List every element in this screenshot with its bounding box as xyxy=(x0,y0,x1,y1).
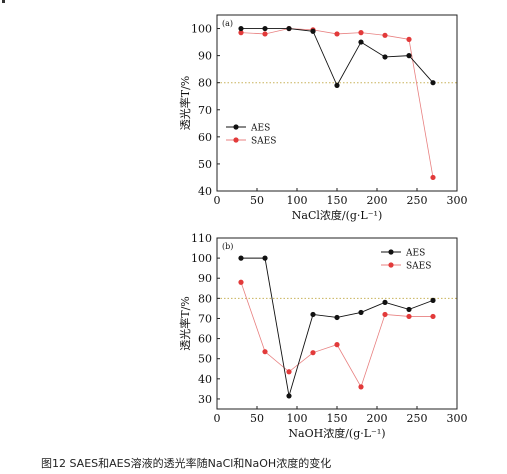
p2-y-tick-label: 80 xyxy=(198,292,212,305)
p2-y-tick-label: 70 xyxy=(198,312,212,325)
p1-y-tick-label: 60 xyxy=(198,131,212,144)
p2-legend-marker-saes xyxy=(388,262,394,268)
p1-data-point-saes xyxy=(262,31,268,37)
p2-data-point-saes xyxy=(430,313,436,320)
p2-data-point-saes xyxy=(238,279,244,285)
p2-panel-label: (b) xyxy=(222,242,233,251)
p1-y-tick-label: 70 xyxy=(198,104,212,117)
p1-y-tick-label: 100 xyxy=(191,23,212,36)
p1-data-point-aes xyxy=(430,80,436,86)
p1-data-point-saes xyxy=(238,29,244,36)
p2-x-tick-label: 200 xyxy=(367,412,388,425)
corner-mark xyxy=(2,0,5,3)
p1-legend-marker-aes xyxy=(233,124,239,130)
p1-x-tick-label: 0 xyxy=(214,194,221,207)
p1-x-tick-label: 100 xyxy=(287,194,308,207)
p1-data-point-aes xyxy=(286,25,292,32)
p1-y-tick-label: 80 xyxy=(198,77,212,90)
p2-data-point-aes xyxy=(238,255,244,261)
p2-legend-label-aes: AES xyxy=(405,249,425,259)
p2-series-line-aes xyxy=(241,257,434,397)
p1-y-tick-label: 50 xyxy=(198,158,212,171)
p2-y-tick-label: 90 xyxy=(198,272,212,285)
p1-series-line-saes xyxy=(240,28,434,178)
p1-y-tick-label: 40 xyxy=(198,185,212,198)
p2-x-tick-label: 300 xyxy=(447,412,468,425)
p1-data-point-aes xyxy=(334,82,340,88)
p1-panel-label: (a) xyxy=(222,19,233,28)
p1-data-point-aes xyxy=(382,54,388,60)
p1-series-line-aes xyxy=(241,28,434,87)
p2-data-point-saes xyxy=(406,313,412,320)
p2-y-tick-label: 30 xyxy=(198,393,212,406)
p2-data-point-aes xyxy=(262,255,268,261)
p1-legend-marker-saes xyxy=(233,137,239,143)
p2-data-point-saes xyxy=(262,349,268,355)
p2-data-point-aes xyxy=(430,297,436,303)
p1-data-point-saes xyxy=(382,32,388,38)
p2-y-tick-label: 50 xyxy=(198,353,212,366)
p2-data-point-aes xyxy=(286,393,292,399)
p1-x-tick-label: 250 xyxy=(407,194,428,207)
p2-x-tick-label: 150 xyxy=(327,412,348,425)
p1-y-axis-label: 透光率T/% xyxy=(178,76,192,131)
p2-data-point-saes xyxy=(382,311,388,318)
p2-x-tick-label: 0 xyxy=(214,412,221,425)
p1-x-tick-label: 50 xyxy=(250,194,264,207)
p2-data-point-saes xyxy=(334,342,340,348)
p2-data-point-aes xyxy=(382,299,388,305)
p2-legend-marker-aes xyxy=(388,249,394,255)
p2-legend-label-saes: SAES xyxy=(406,262,431,272)
p1-data-point-saes xyxy=(358,29,364,36)
p1-data-point-aes xyxy=(358,39,364,45)
p2-y-axis-label: 透光率T/% xyxy=(178,296,192,351)
figure-caption: 图12 SAES和AES溶液的透光率随NaCl和NaOH浓度的变化 xyxy=(41,457,332,470)
p2-data-point-saes xyxy=(286,369,292,375)
p2-x-tick-label: 100 xyxy=(287,412,308,425)
p1-x-tick-label: 200 xyxy=(367,194,388,207)
p1-data-point-aes xyxy=(310,28,316,34)
p1-legend-label-saes: SAES xyxy=(251,137,276,147)
p1-legend-label-aes: AES xyxy=(250,124,270,134)
p1-y-tick-label: 90 xyxy=(198,50,212,63)
chart-panel-a: 0 50 100 150 200 250 300405060708090100NaCl浓度/… xyxy=(178,14,468,222)
p2-y-tick-label: 100 xyxy=(191,252,212,265)
p2-y-tick-label: 110 xyxy=(191,232,212,245)
p2-x-tick-label: 50 xyxy=(250,412,264,425)
p1-data-point-aes xyxy=(406,53,412,59)
p1-x-tick-label: 300 xyxy=(447,194,468,207)
p2-data-point-aes xyxy=(334,314,340,321)
p1-plot-frame xyxy=(216,14,458,192)
p2-data-point-aes xyxy=(406,306,412,313)
p1-x-tick-label: 150 xyxy=(327,194,348,207)
p1-data-point-aes xyxy=(262,25,268,32)
p1-data-point-saes xyxy=(430,174,436,181)
p2-data-point-aes xyxy=(310,311,316,318)
p1-data-point-saes xyxy=(334,31,340,37)
p1-data-point-aes xyxy=(238,25,244,32)
chart-panel-b: 0 50 100 150 200 250 300 30 40 50 60 70 80 90 100 110 Na… xyxy=(178,232,468,440)
p2-data-point-aes xyxy=(358,309,364,316)
p2-x-tick-label: 250 xyxy=(407,412,428,425)
p2-y-tick-label: 40 xyxy=(198,373,212,386)
p2-x-axis-label: NaOH浓度/(g·L⁻¹) xyxy=(288,426,385,440)
p2-data-point-saes xyxy=(310,350,316,356)
p2-data-point-saes xyxy=(358,384,364,390)
p1-data-point-saes xyxy=(406,36,412,42)
p1-x-axis-label: NaCl浓度/(g·L⁻¹) xyxy=(292,208,382,222)
p2-y-tick-label: 60 xyxy=(198,333,212,346)
